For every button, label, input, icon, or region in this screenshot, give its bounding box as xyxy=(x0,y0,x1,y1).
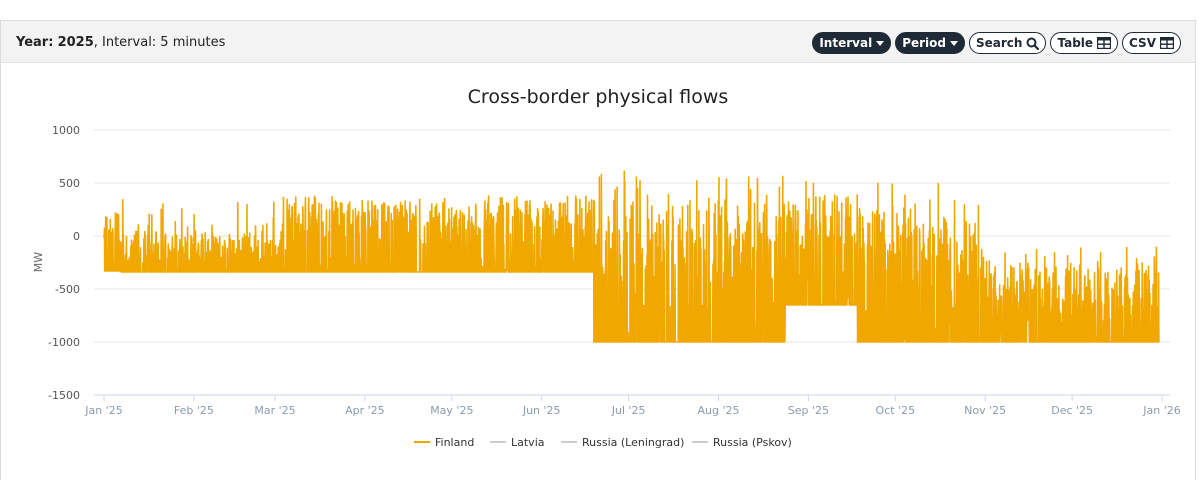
caret-down-icon xyxy=(950,40,958,46)
legend-label: Russia (Leningrad) xyxy=(582,436,684,449)
y-tick-label: -1500 xyxy=(48,389,80,402)
interval-button-label: Interval xyxy=(819,36,873,50)
x-tick-label: Jun '25 xyxy=(522,404,561,417)
period-button-label: Period xyxy=(902,36,946,50)
x-axis-ticks: Jan '25 Feb '25 Mar '25 Apr '25 May '25 Jun '… xyxy=(84,395,1181,417)
toolbar: Interval Period Search Table CSV xyxy=(812,32,1181,54)
y-tick-label: -500 xyxy=(55,283,80,296)
x-tick-label: Sep '25 xyxy=(788,404,829,417)
interval-button[interactable]: Interval xyxy=(812,32,892,54)
year-interval-info: Year: 2025, Interval: 5 minutes xyxy=(16,35,226,50)
x-tick-label: Oct '25 xyxy=(876,404,916,417)
period-button[interactable]: Period xyxy=(895,32,965,54)
table-icon xyxy=(1097,37,1112,49)
csv-button[interactable]: CSV xyxy=(1122,32,1181,54)
csv-button-label: CSV xyxy=(1129,36,1156,50)
y-tick-label: 1000 xyxy=(52,124,80,137)
table-button-label: Table xyxy=(1057,36,1094,50)
series-line-finland xyxy=(103,170,1160,343)
x-tick-label: Jan '25 xyxy=(84,404,122,417)
legend-item[interactable]: Russia (Pskov) xyxy=(692,436,792,449)
y-axis-ticks: 1000 500 0 -500 -1000 -1500 xyxy=(48,124,80,402)
y-tick-label: 0 xyxy=(73,230,80,243)
x-tick-label: Dec '25 xyxy=(1051,404,1093,417)
x-tick-label: Aug '25 xyxy=(698,404,740,417)
x-tick-label: Jan '26 xyxy=(1142,404,1180,417)
legend[interactable]: Finland Latvia Russia (Leningrad) Russia (P… xyxy=(414,436,792,449)
y-tick-label: -1000 xyxy=(48,336,80,349)
legend-label: Finland xyxy=(435,436,474,449)
caret-down-icon xyxy=(876,40,885,46)
search-button-label: Search xyxy=(976,36,1023,50)
search-button[interactable]: Search xyxy=(969,32,1047,54)
chart-header: Year: 2025, Interval: 5 minutes Interval… xyxy=(1,21,1195,63)
legend-label: Russia (Pskov) xyxy=(713,436,792,449)
x-tick-label: Nov '25 xyxy=(964,404,1006,417)
search-icon xyxy=(1026,37,1040,50)
legend-label: Latvia xyxy=(511,436,545,449)
x-tick-label: Mar '25 xyxy=(254,404,295,417)
legend-item[interactable]: Finland xyxy=(414,436,474,449)
x-tick-label: Jul '25 xyxy=(611,404,646,417)
y-axis-label: MW xyxy=(32,252,45,272)
x-tick-label: Feb '25 xyxy=(174,404,214,417)
legend-item[interactable]: Latvia xyxy=(490,436,545,449)
table-icon xyxy=(1160,37,1174,49)
y-tick-label: 500 xyxy=(59,177,80,190)
legend-item[interactable]: Russia (Leningrad) xyxy=(561,436,684,449)
x-tick-label: Apr '25 xyxy=(345,404,385,417)
series-finland xyxy=(103,170,1160,343)
chart-title: Cross-border physical flows xyxy=(468,86,729,108)
table-button[interactable]: Table xyxy=(1050,32,1119,54)
x-tick-label: May '25 xyxy=(430,404,473,417)
